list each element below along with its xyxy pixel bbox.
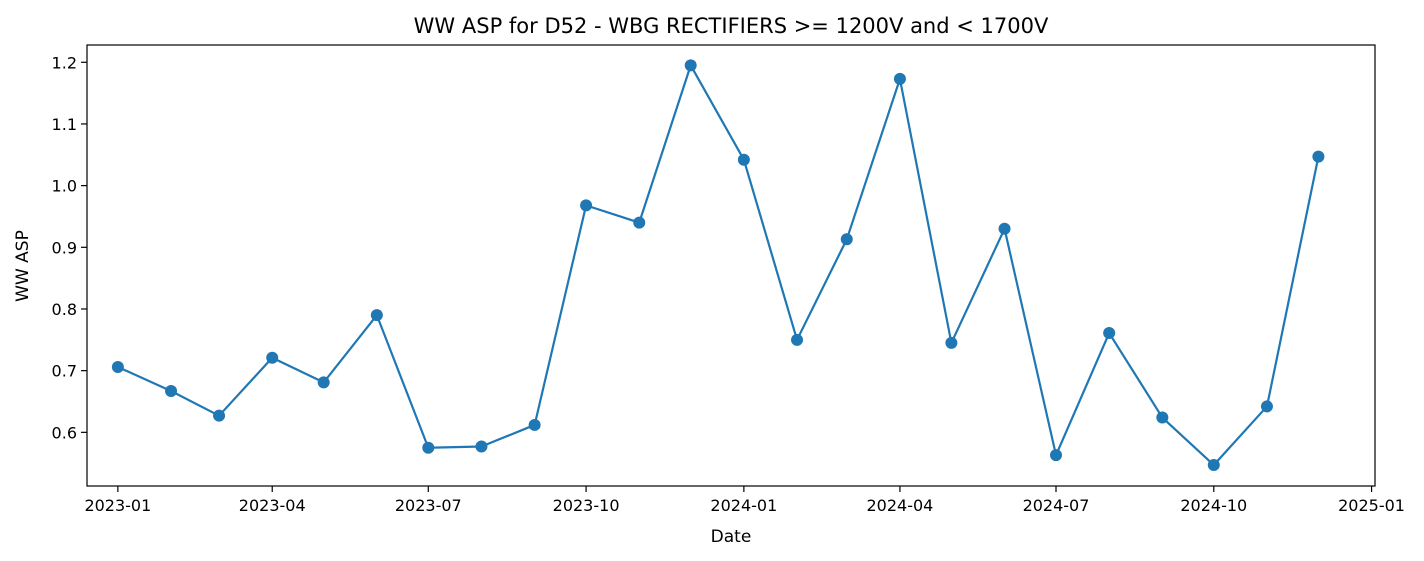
y-tick-label: 0.9 bbox=[52, 238, 77, 257]
plot-frame bbox=[86, 44, 1376, 487]
data-point bbox=[475, 440, 488, 453]
data-point bbox=[1050, 449, 1063, 462]
data-point bbox=[684, 59, 697, 72]
data-point bbox=[633, 216, 646, 229]
x-tick-label: 2023-04 bbox=[239, 496, 306, 515]
series-line bbox=[117, 64, 1320, 467]
series-layer bbox=[111, 59, 1325, 472]
x-tick-label: 2023-10 bbox=[553, 496, 620, 515]
data-point bbox=[266, 351, 279, 364]
data-point bbox=[1103, 327, 1116, 340]
data-point bbox=[840, 233, 853, 246]
y-tick-label: 1.0 bbox=[52, 177, 77, 196]
x-tick-label: 2023-01 bbox=[84, 496, 151, 515]
x-tick-label: 2024-01 bbox=[710, 496, 777, 515]
y-tick-label: 1.2 bbox=[52, 53, 77, 72]
data-point bbox=[580, 199, 593, 212]
y-tick-label: 1.1 bbox=[52, 115, 77, 134]
y-tick-label: 0.8 bbox=[52, 300, 77, 319]
data-point bbox=[1207, 459, 1220, 472]
chart-title: WW ASP for D52 - WBG RECTIFIERS >= 1200V… bbox=[414, 14, 1049, 38]
data-point bbox=[893, 72, 906, 85]
y-axis: 0.6 0.7 0.8 0.9 1.0 1.1 1.2 bbox=[52, 53, 87, 442]
data-point bbox=[1260, 400, 1273, 413]
data-point bbox=[370, 309, 383, 322]
x-axis-label: Date bbox=[711, 527, 752, 547]
x-axis: 2023-01 2023-04 2023-07 2023-10 2024-01 2024-… bbox=[84, 486, 1405, 515]
y-tick-label: 0.6 bbox=[52, 423, 77, 442]
data-point bbox=[791, 333, 804, 346]
x-tick-label: 2025-01 bbox=[1338, 496, 1405, 515]
data-point bbox=[1156, 411, 1169, 424]
data-point bbox=[317, 376, 330, 389]
x-tick-label: 2023-07 bbox=[395, 496, 462, 515]
y-axis-label: WW ASP bbox=[13, 230, 33, 302]
data-point bbox=[998, 222, 1011, 235]
data-point bbox=[945, 336, 958, 349]
x-tick-label: 2024-07 bbox=[1023, 496, 1090, 515]
data-point bbox=[1312, 150, 1325, 163]
x-tick-label: 2024-10 bbox=[1180, 496, 1247, 515]
data-point bbox=[165, 385, 178, 398]
data-point bbox=[422, 441, 435, 454]
x-tick-label: 2024-04 bbox=[867, 496, 934, 515]
data-point bbox=[528, 418, 541, 431]
data-point bbox=[737, 153, 750, 166]
y-tick-label: 0.7 bbox=[52, 362, 77, 381]
data-point bbox=[213, 409, 226, 422]
data-point bbox=[111, 360, 124, 373]
